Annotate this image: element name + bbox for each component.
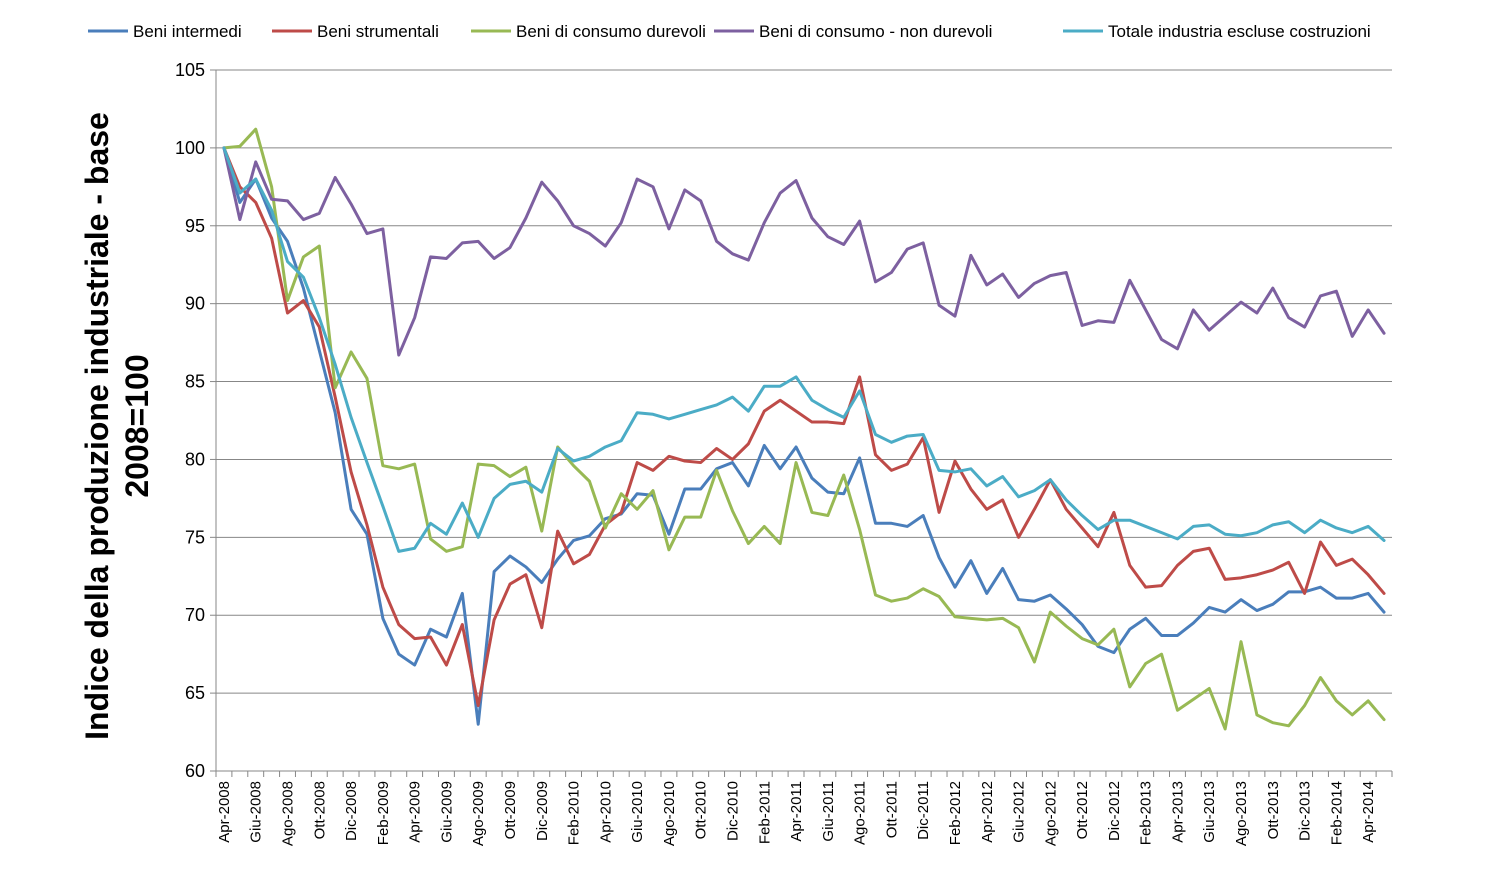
x-tick-label: Feb-2010 — [566, 781, 583, 845]
series-line-5 — [222, 146, 1386, 553]
x-tick-label: Dic-2008 — [343, 781, 360, 841]
x-tick-label: Giu-2013 — [1201, 781, 1218, 843]
x-tick-label: Ott-2009 — [502, 781, 519, 839]
y-tick-label: 70 — [185, 605, 205, 625]
x-tick-label: Ago-2013 — [1233, 781, 1250, 846]
legend-label-2: Beni strumentali — [317, 22, 439, 41]
y-tick-label: 80 — [185, 449, 205, 469]
series-line-3 — [222, 127, 1386, 731]
series-lines — [222, 127, 1386, 731]
y-tick-label: 100 — [175, 138, 205, 158]
y-tick-label: 90 — [185, 294, 205, 314]
x-tick-label: Ago-2009 — [470, 781, 487, 846]
x-tick-label: Apr-2012 — [979, 781, 996, 843]
axes — [215, 70, 1392, 772]
series-line-4 — [222, 146, 1386, 357]
gridlines — [216, 69, 1392, 694]
x-tick-label: Dic-2013 — [1297, 781, 1314, 841]
x-tick-label: Dic-2009 — [534, 781, 551, 841]
x-tick-label: Apr-2014 — [1360, 781, 1377, 843]
x-tick-label: Ago-2010 — [661, 781, 678, 846]
y-axis-label-line-2: 2008=100 — [119, 354, 155, 497]
x-tick-label: Ago-2008 — [280, 781, 297, 846]
y-tick-label: 85 — [185, 372, 205, 392]
y-axis-label: Indice della produzione industriale - ba… — [79, 112, 155, 740]
x-tick-label: Giu-2012 — [1011, 781, 1028, 843]
x-tick-label: Giu-2008 — [248, 781, 265, 843]
y-tick-label: 105 — [175, 60, 205, 80]
y-axis-label-line-1: Indice della produzione industriale - ba… — [79, 112, 115, 740]
x-tick-label: Ott-2011 — [883, 781, 900, 838]
legend-label-3: Beni di consumo durevoli — [516, 22, 706, 41]
y-tick-label: 75 — [185, 527, 205, 547]
x-tick-label: Feb-2011 — [756, 781, 773, 844]
y-tick-label: 60 — [185, 761, 205, 781]
x-tick-label: Ott-2013 — [1265, 781, 1282, 839]
x-tick-label: Dic-2011 — [915, 781, 932, 840]
x-tick-label: Feb-2014 — [1328, 781, 1345, 845]
x-tick-label: Ago-2012 — [1042, 781, 1059, 846]
legend-label-5: Totale industria escluse costruzioni — [1108, 22, 1371, 41]
x-tick-label: Giu-2010 — [629, 781, 646, 843]
legend-label-1: Beni intermedi — [133, 22, 242, 41]
x-tick-label: Apr-2008 — [216, 781, 233, 843]
x-tick-label: Ago-2011 — [852, 781, 869, 845]
y-axis-ticks: 60 65 70 75 80 85 90 95 100 105 — [175, 60, 216, 781]
x-tick-label: Giu-2011 — [820, 781, 837, 842]
x-tick-label: Feb-2009 — [375, 781, 392, 845]
x-tick-label: Feb-2012 — [947, 781, 964, 845]
series-line-1 — [222, 146, 1386, 726]
x-axis-ticks: Apr-2008 Giu-2008 Ago-2008 Ott-2008 Dic-2008… — [215, 771, 1393, 846]
x-tick-label: Apr-2010 — [597, 781, 614, 843]
x-tick-label: Ott-2010 — [693, 781, 710, 839]
y-tick-label: 65 — [185, 683, 205, 703]
x-tick-label: Ott-2008 — [311, 781, 328, 839]
x-tick-label: Dic-2010 — [724, 781, 741, 841]
x-tick-label: Apr-2013 — [1169, 781, 1186, 843]
x-tick-label: Apr-2009 — [407, 781, 424, 843]
x-tick-label: Dic-2012 — [1106, 781, 1123, 841]
series-line-2 — [222, 146, 1386, 708]
x-tick-label: Feb-2013 — [1138, 781, 1155, 845]
x-tick-label: Ott-2012 — [1074, 781, 1091, 839]
legend-label-4: Beni di consumo - non durevoli — [759, 22, 992, 41]
x-tick-label: Apr-2011 — [788, 781, 805, 842]
legend: Beni intermedi Beni strumentali Beni di co… — [88, 22, 1371, 41]
y-tick-label: 95 — [185, 216, 205, 236]
x-tick-label: Giu-2009 — [438, 781, 455, 843]
